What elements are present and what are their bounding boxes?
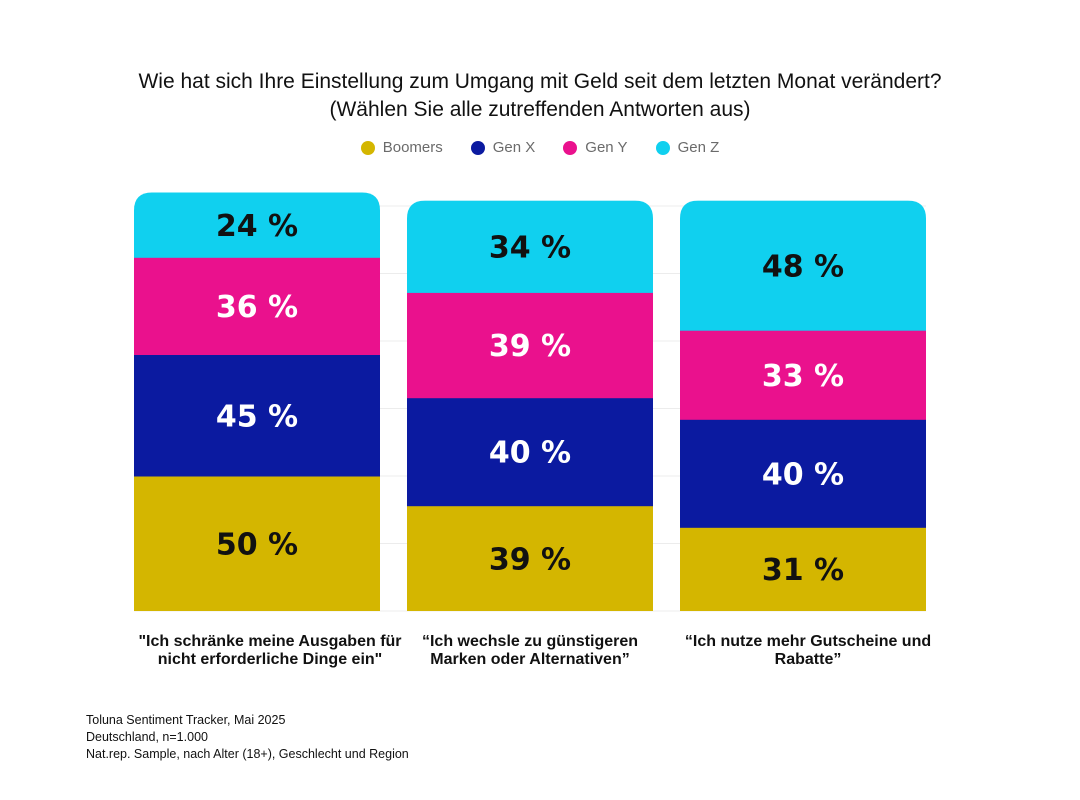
source-note: Toluna Sentiment Tracker, Mai 2025 Deuts… <box>86 712 409 763</box>
bar-stack-3 <box>680 200 926 611</box>
category-label-2: “Ich wechsle zu günstigeren Marken oder … <box>421 633 639 668</box>
bar-stack-2 <box>407 200 653 611</box>
source-line-2: Deutschland, n=1.000 <box>86 730 208 744</box>
legend-item-gen-z: Gen Z <box>655 139 720 156</box>
data-label-gen-z-2: 34 % <box>489 231 571 266</box>
data-label-gen-x-1: 45 % <box>216 399 298 434</box>
legend-label-gen-x: Gen X <box>492 139 536 156</box>
bar-segment-gen-x-2 <box>407 397 653 507</box>
bar-segment-gen-y-1 <box>134 257 380 355</box>
source-line-3: Nat.rep. Sample, nach Alter (18+), Gesch… <box>86 747 409 761</box>
bar-stack-1 <box>134 192 380 611</box>
data-label-gen-x-3: 40 % <box>762 457 844 492</box>
bar-segment-gen-y-2 <box>407 292 653 399</box>
legend: Boomers Gen X Gen Y Gen Z <box>0 139 1080 156</box>
data-label-gen-x-2: 40 % <box>489 436 571 471</box>
bar-segment-gen-x-1 <box>134 354 380 477</box>
bar-segment-boomers-3 <box>680 527 926 611</box>
legend-item-gen-x: Gen X <box>470 139 536 156</box>
legend-label-gen-y: Gen Y <box>585 139 628 156</box>
bar-segment-gen-x-3 <box>680 419 926 528</box>
bar-segment-gen-z-3 <box>680 200 926 331</box>
legend-label-boomers: Boomers <box>382 139 443 156</box>
bar-segment-boomers-1 <box>134 476 380 611</box>
category-label-1: "Ich schränke meine Ausgaben für nicht e… <box>138 633 402 668</box>
data-label-boomers-1: 50 % <box>216 528 298 563</box>
chart-title: Wie hat sich Ihre Einstellung zum Umgang… <box>40 68 1040 124</box>
chart-title-line1: Wie hat sich Ihre Einstellung zum Umgang… <box>138 70 942 93</box>
data-label-boomers-2: 39 % <box>489 542 571 577</box>
category-label-3: “Ich nutze mehr Gutscheine und Rabatte” <box>684 633 932 668</box>
data-label-gen-z-3: 48 % <box>762 249 844 284</box>
legend-label-gen-z: Gen Z <box>677 139 720 156</box>
bar-segment-gen-z-2 <box>407 200 653 293</box>
data-label-boomers-3: 31 % <box>762 553 844 588</box>
bar-segment-boomers-2 <box>407 505 653 611</box>
chart-title-line2: (Wählen Sie alle zutreffenden Antworten … <box>329 98 751 121</box>
legend-item-gen-y: Gen Y <box>563 139 628 156</box>
source-line-1: Toluna Sentiment Tracker, Mai 2025 <box>86 713 286 727</box>
legend-marker-gen-x <box>470 140 485 155</box>
legend-marker-boomers <box>360 140 375 155</box>
data-label-gen-z-1: 24 % <box>216 209 298 244</box>
data-label-gen-y-2: 39 % <box>489 329 571 364</box>
data-label-gen-y-1: 36 % <box>216 290 298 325</box>
legend-item-boomers: Boomers <box>360 139 443 156</box>
legend-marker-gen-y <box>563 140 578 155</box>
legend-marker-gen-z <box>655 140 670 155</box>
data-label-gen-y-3: 33 % <box>762 359 844 394</box>
bar-segment-gen-y-3 <box>680 330 926 420</box>
bar-segment-gen-z-1 <box>134 192 380 258</box>
